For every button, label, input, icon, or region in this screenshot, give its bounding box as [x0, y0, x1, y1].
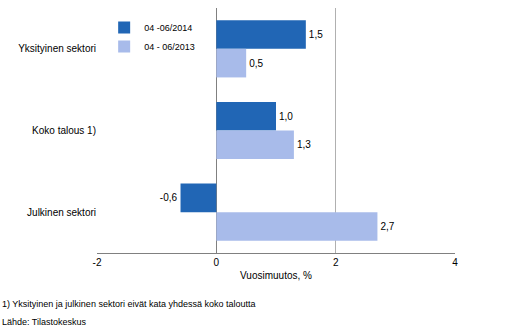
svg-text:Koko talous 1): Koko talous 1)	[32, 125, 96, 136]
svg-text:1,0: 1,0	[279, 111, 293, 122]
svg-text:-2: -2	[93, 257, 102, 268]
svg-text:0: 0	[214, 257, 220, 268]
svg-text:1,5: 1,5	[309, 29, 323, 40]
svg-text:04 - 06/2013: 04 - 06/2013	[144, 42, 195, 52]
svg-text:0,5: 0,5	[249, 58, 263, 69]
svg-text:1) Yksityinen ja julkinen sekt: 1) Yksityinen ja julkinen sektori eivät …	[2, 299, 255, 309]
svg-text:1,3: 1,3	[297, 139, 311, 150]
svg-text:4: 4	[452, 257, 458, 268]
svg-text:Yksityinen sektori: Yksityinen sektori	[18, 43, 96, 54]
svg-text:Julkinen sektori: Julkinen sektori	[27, 207, 96, 218]
svg-text:2: 2	[333, 257, 339, 268]
svg-text:Vuosimuutos, %: Vuosimuutos, %	[240, 270, 312, 281]
svg-text:04 -06/2014: 04 -06/2014	[144, 23, 192, 33]
svg-text:Lähde: Tilastokeskus: Lähde: Tilastokeskus	[2, 317, 87, 327]
svg-text:2,7: 2,7	[380, 221, 394, 232]
svg-text:-0,6: -0,6	[160, 192, 178, 203]
